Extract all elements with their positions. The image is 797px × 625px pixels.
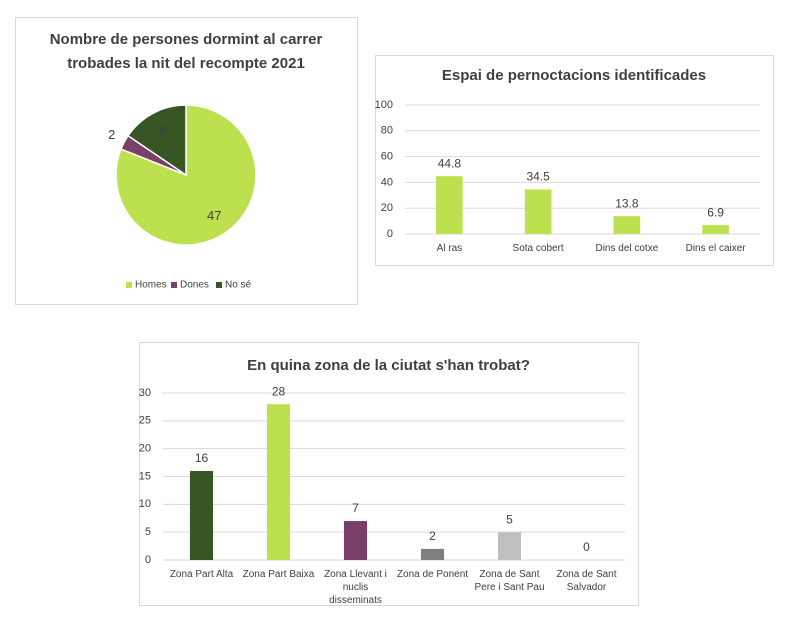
x-tick-label: Zona Llevant i nuclis disseminats xyxy=(324,569,387,604)
y-tick-label: 60 xyxy=(381,151,393,163)
data-label: 5 xyxy=(506,512,513,526)
data-label: 34.5 xyxy=(526,170,550,184)
bar xyxy=(436,176,463,234)
legend-swatch xyxy=(126,282,132,288)
legend-swatch xyxy=(216,282,222,288)
bar xyxy=(420,548,445,560)
data-label: 2 xyxy=(108,127,115,142)
data-label: 6.9 xyxy=(707,205,724,219)
x-tick-label: Dins el caixer xyxy=(685,243,746,254)
chart-title-box: Espai de pernoctacions identificades xyxy=(441,67,707,84)
y-tick-label: 0 xyxy=(387,228,393,240)
y-tick-label: 20 xyxy=(139,443,151,455)
x-tick-label: Al ras xyxy=(436,243,463,254)
data-label: 44.8 xyxy=(438,156,462,170)
pie-slice xyxy=(127,104,187,177)
x-tick-label: Zona Part Alta xyxy=(169,569,234,580)
x-tick-label: Zona Part Baixa xyxy=(242,569,315,580)
x-tick-label: Zona de Ponent xyxy=(396,569,469,580)
x-tick-label-box: Zona de Sant Pere i Sant Pau xyxy=(474,569,545,593)
y-tick-label: 100 xyxy=(375,99,393,111)
chart-title-box: En quina zona de la ciutat s'han trobat? xyxy=(247,357,530,374)
data-label: 9 xyxy=(159,122,166,137)
x-tick-label-box: Zona Part Alta xyxy=(169,569,234,580)
chart-frame xyxy=(139,342,639,606)
bar xyxy=(524,189,552,234)
y-tick-label: 5 xyxy=(145,526,151,538)
x-tick-label-box: Dins el caixer xyxy=(685,243,746,254)
x-tick-label-box: Zona Part Baixa xyxy=(242,569,315,580)
y-tick-label: 25 xyxy=(139,415,151,427)
y-tick-label: 20 xyxy=(381,202,393,214)
x-tick-label-box: Sota cobert xyxy=(512,243,564,254)
chart-title: Nombre de persones dormint al carrer tro… xyxy=(49,31,323,72)
y-tick-label: 0 xyxy=(145,554,151,566)
data-label: 0 xyxy=(583,540,590,554)
x-tick-label-box: Al ras xyxy=(436,243,463,254)
data-label: 7 xyxy=(352,501,359,515)
x-tick-label-box: Dins del cotxe xyxy=(595,243,659,254)
x-tick-label: Zona de Sant Pere i Sant Pau xyxy=(474,569,545,593)
x-tick-label: Zona de Sant Salvador xyxy=(556,569,617,593)
y-tick-label: 15 xyxy=(139,470,151,482)
y-tick-label: 10 xyxy=(139,498,151,510)
x-tick-label-box: Zona Llevant i nuclis disseminats xyxy=(324,569,387,604)
chart-title: En quina zona de la ciutat s'han trobat? xyxy=(247,357,530,374)
bar xyxy=(343,521,368,560)
bar xyxy=(702,225,729,234)
legend-swatch xyxy=(171,282,177,288)
bar xyxy=(189,470,214,560)
data-label: 16 xyxy=(195,451,209,465)
bar xyxy=(613,216,641,234)
y-tick-label: 30 xyxy=(139,387,151,399)
data-label: 47 xyxy=(207,208,221,223)
data-label: 2 xyxy=(429,529,436,543)
legend-label: Homes xyxy=(135,280,167,291)
y-tick-label: 40 xyxy=(381,176,393,188)
data-label: 13.8 xyxy=(615,196,639,210)
chart-title-box: Nombre de persones dormint al carrer tro… xyxy=(49,31,323,72)
bar xyxy=(266,404,291,560)
y-tick-label: 80 xyxy=(381,125,393,137)
legend-label: No sé xyxy=(225,280,252,291)
legend-label: Dones xyxy=(180,280,209,291)
x-tick-label-box: Zona de Sant Salvador xyxy=(556,569,617,593)
x-tick-label: Sota cobert xyxy=(512,243,564,254)
bar xyxy=(497,532,522,560)
x-tick-label: Dins del cotxe xyxy=(595,243,659,254)
data-label: 28 xyxy=(272,384,286,398)
chart-title: Espai de pernoctacions identificades xyxy=(441,67,707,84)
x-tick-label-box: Zona de Ponent xyxy=(396,569,469,580)
